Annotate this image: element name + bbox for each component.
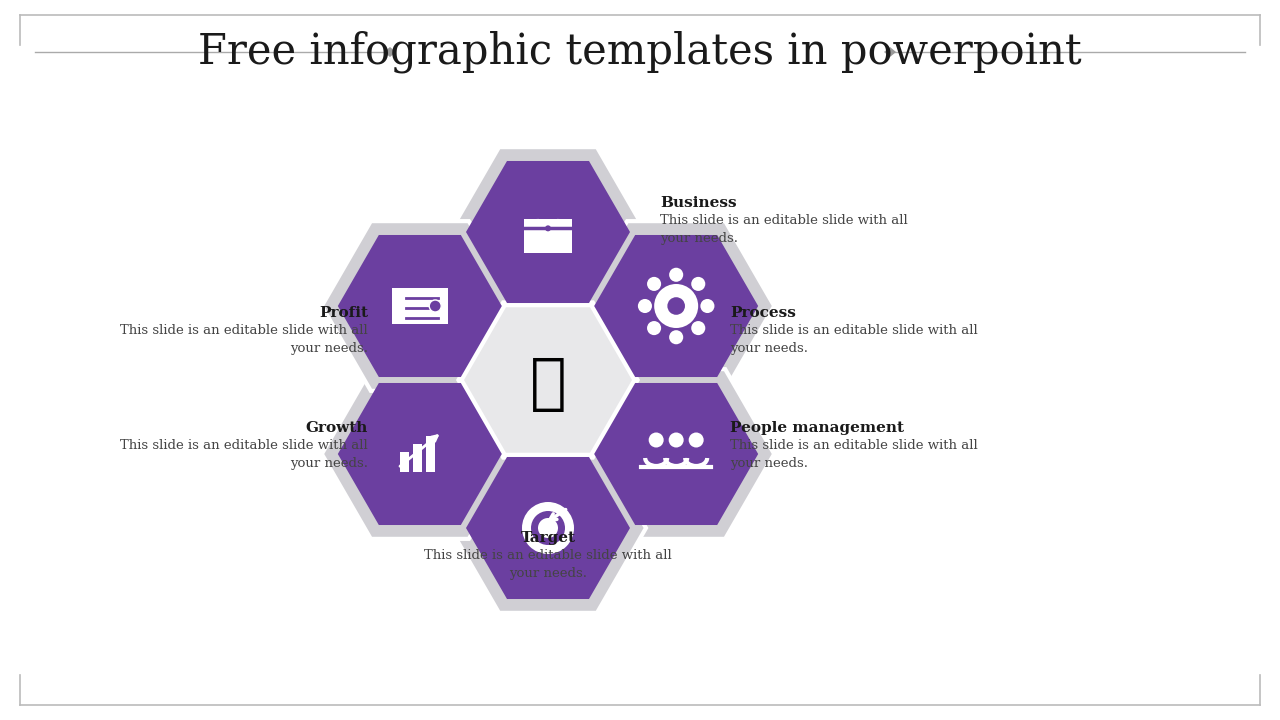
- Text: This slide is an editable slide with all
your needs.: This slide is an editable slide with all…: [120, 324, 369, 355]
- Polygon shape: [460, 304, 636, 456]
- Polygon shape: [466, 457, 630, 599]
- Polygon shape: [884, 47, 896, 57]
- Polygon shape: [338, 383, 502, 525]
- Text: This slide is an editable slide with all
your needs.: This slide is an editable slide with all…: [730, 324, 978, 355]
- Text: Profit: Profit: [319, 306, 369, 320]
- Polygon shape: [451, 147, 646, 317]
- Circle shape: [637, 299, 652, 313]
- Polygon shape: [594, 383, 758, 525]
- Circle shape: [531, 511, 564, 545]
- Text: Target: Target: [521, 531, 576, 545]
- Circle shape: [667, 297, 685, 315]
- Text: This slide is an editable slide with all
your needs.: This slide is an editable slide with all…: [424, 549, 672, 580]
- Polygon shape: [321, 221, 518, 391]
- Circle shape: [649, 433, 663, 448]
- Circle shape: [522, 502, 573, 554]
- Text: This slide is an editable slide with all
your needs.: This slide is an editable slide with all…: [660, 214, 908, 245]
- Polygon shape: [594, 235, 758, 377]
- Circle shape: [648, 277, 662, 291]
- Polygon shape: [321, 369, 518, 539]
- Bar: [426, 436, 435, 472]
- Text: Free infographic templates in powerpoint: Free infographic templates in powerpoint: [198, 31, 1082, 73]
- Text: Growth: Growth: [306, 421, 369, 435]
- Circle shape: [429, 300, 442, 312]
- Text: 🤝: 🤝: [530, 356, 566, 415]
- Polygon shape: [451, 443, 646, 613]
- Text: People management: People management: [730, 421, 904, 435]
- Circle shape: [691, 277, 705, 291]
- Bar: [413, 444, 422, 472]
- Circle shape: [545, 225, 550, 231]
- Text: Business: Business: [660, 196, 736, 210]
- Polygon shape: [466, 161, 630, 303]
- Text: This slide is an editable slide with all
your needs.: This slide is an editable slide with all…: [120, 439, 369, 470]
- Circle shape: [654, 284, 698, 328]
- Polygon shape: [384, 47, 396, 57]
- Circle shape: [668, 433, 684, 448]
- Polygon shape: [338, 235, 502, 377]
- Circle shape: [669, 268, 684, 282]
- Polygon shape: [579, 369, 774, 539]
- Circle shape: [648, 321, 662, 335]
- Circle shape: [700, 299, 714, 313]
- Text: This slide is an editable slide with all
your needs.: This slide is an editable slide with all…: [730, 439, 978, 470]
- Circle shape: [691, 321, 705, 335]
- Bar: [524, 219, 572, 253]
- Polygon shape: [579, 221, 774, 391]
- Bar: [399, 452, 408, 472]
- Text: Process: Process: [730, 306, 796, 320]
- Circle shape: [689, 433, 704, 448]
- Circle shape: [538, 518, 558, 538]
- Circle shape: [669, 330, 684, 344]
- Bar: [392, 288, 448, 324]
